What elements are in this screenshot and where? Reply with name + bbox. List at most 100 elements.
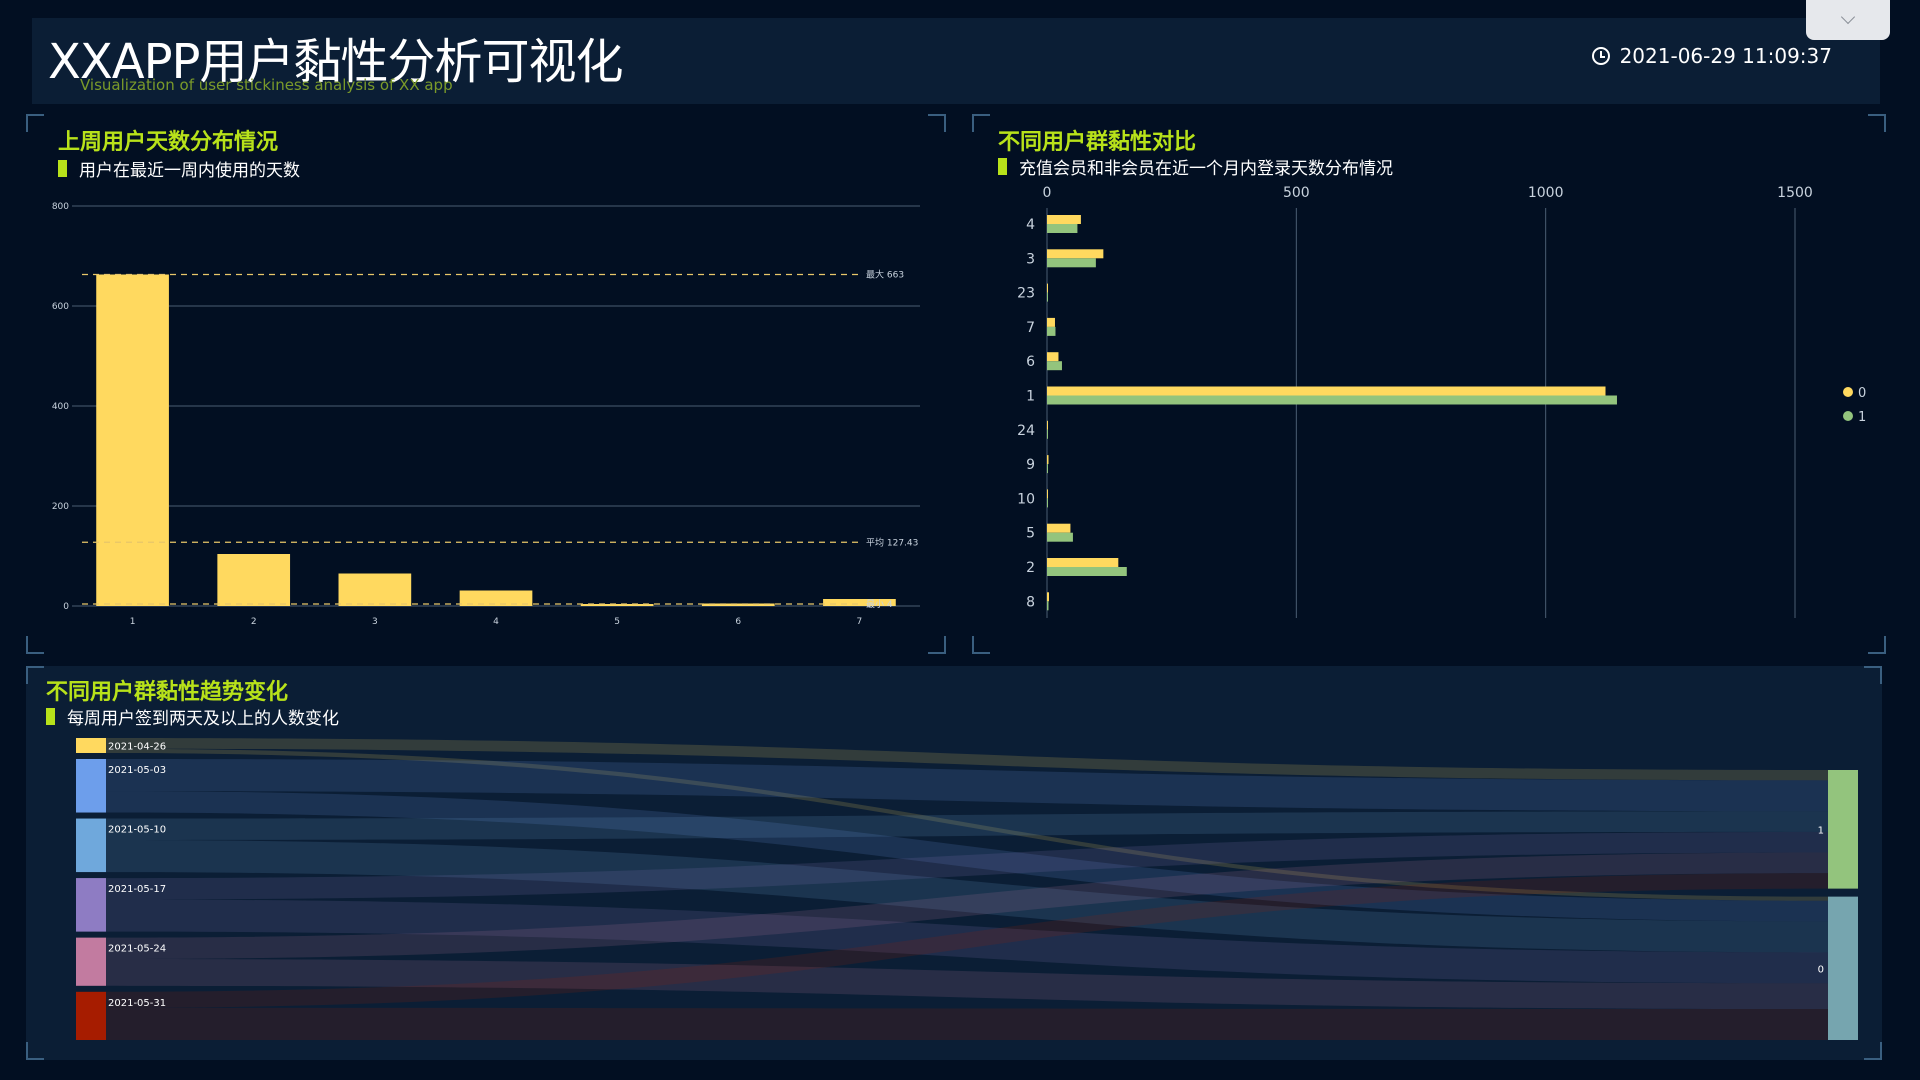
sankey-node-label: 0	[1818, 964, 1824, 975]
member-hbar-chart: 0 500 1000 1500 4 3 23 7 6 1 24 9 10 5 2 8 0 1	[1017, 185, 1866, 618]
sankey-node	[1828, 770, 1858, 889]
bar	[823, 599, 896, 606]
subtitle-marker	[58, 160, 67, 177]
subtitle-marker	[46, 708, 55, 725]
bar	[1047, 523, 1071, 533]
sankey-link	[106, 959, 1828, 1010]
sankey-node-label: 2021-05-17	[108, 884, 166, 895]
panel-member-compare: 不同用户群黏性对比 充值会员和非会员在近一个月内登录天数分布情况 0 500 100…	[972, 114, 1886, 654]
sankey-node-label: 2021-05-10	[108, 825, 166, 836]
bar	[1047, 326, 1056, 336]
panel-corner	[1868, 114, 1886, 132]
x-tick-label: 6	[735, 617, 741, 627]
panel-corner	[26, 114, 44, 132]
bar	[1047, 249, 1104, 259]
panel-corner	[972, 636, 990, 654]
panel-subtitle: 用户在最近一周内使用的天数	[58, 156, 300, 181]
dropdown-toggle-button[interactable]	[1806, 0, 1890, 40]
panel-subtitle-text: 充值会员和非会员在近一个月内登录天数分布情况	[1019, 159, 1393, 179]
bar	[701, 603, 775, 606]
y-tick-label: 8	[1026, 594, 1035, 610]
y-tick-label: 600	[52, 302, 69, 312]
bar	[1047, 352, 1059, 362]
sankey-node	[76, 937, 106, 986]
bar	[1047, 283, 1048, 293]
max-line-label: 最大 663	[866, 269, 904, 281]
bar	[1047, 464, 1048, 474]
sankey-link	[106, 899, 1828, 984]
y-tick-label: 0	[63, 602, 69, 612]
y-tick-label: 6	[1026, 354, 1035, 370]
bar	[1047, 292, 1048, 302]
panel-subtitle: 充值会员和非会员在近一个月内登录天数分布情况	[998, 154, 1393, 179]
bar	[96, 274, 169, 606]
bar	[1047, 386, 1606, 396]
bar	[1047, 532, 1073, 542]
y-tick-label: 4	[1026, 217, 1035, 233]
bar	[580, 604, 654, 606]
bar	[1047, 498, 1048, 508]
panel-title: 不同用户群黏性趋势变化	[46, 680, 289, 705]
bar	[217, 554, 291, 606]
sankey-link	[106, 791, 1828, 922]
legend-label: 0	[1858, 386, 1866, 401]
x-tick-label: 7	[857, 617, 863, 627]
page-title: XXAPP用户黏性分析可视化	[48, 34, 623, 90]
bar	[1047, 420, 1048, 430]
sankey-node-label: 2021-05-31	[108, 998, 166, 1009]
x-tick-label: 1500	[1777, 185, 1813, 201]
y-tick-label: 24	[1017, 423, 1035, 439]
y-tick-label: 9	[1026, 457, 1035, 473]
panel-corner	[1868, 636, 1886, 654]
trend-sankey-chart: 2021-04-26 2021-05-03 2021-05-10 2021-05-17…	[76, 738, 1858, 1040]
bar	[1047, 601, 1049, 611]
datetime-text: 2021-06-29 11:09:37	[1619, 44, 1832, 68]
bar	[1047, 455, 1049, 465]
panel-subtitle: 每周用户签到两天及以上的人数变化	[46, 704, 339, 729]
sankey-link	[106, 839, 1828, 953]
datetime-display: 2021-06-29 11:09:37	[1591, 44, 1832, 68]
bar	[1047, 361, 1062, 371]
bar	[1047, 429, 1048, 439]
x-tick-label: 1	[130, 617, 136, 627]
panel-trend-sankey: 不同用户群黏性趋势变化 每周用户签到两天及以上的人数变化 2021-04-26 2…	[26, 666, 1882, 1060]
legend-marker	[1843, 387, 1853, 397]
x-tick-label: 1000	[1528, 185, 1564, 201]
sankey-link	[106, 738, 1828, 781]
panel-corner	[26, 666, 44, 684]
y-tick-label: 1	[1026, 389, 1035, 405]
average-line-label: 平均 127.43	[866, 536, 918, 548]
bar	[459, 590, 533, 606]
panel-corner	[1864, 1042, 1882, 1060]
y-tick-label: 400	[52, 402, 69, 412]
y-tick-label: 10	[1017, 491, 1035, 507]
sankey-node	[76, 738, 106, 753]
sankey-node-label: 2021-05-03	[108, 765, 166, 776]
panel-corner	[928, 636, 946, 654]
sankey-link	[106, 811, 1828, 840]
legend-marker	[1843, 411, 1853, 421]
bar	[1047, 224, 1078, 233]
sankey-node	[76, 818, 106, 873]
y-tick-label: 23	[1017, 286, 1035, 302]
y-tick-label: 800	[52, 202, 69, 212]
x-tick-label: 3	[372, 617, 378, 627]
panel-subtitle-text: 每周用户签到两天及以上的人数变化	[67, 709, 339, 729]
bar	[1047, 567, 1127, 576]
panel-corner	[26, 1042, 44, 1060]
sankey-link	[106, 831, 1828, 900]
bar	[1047, 592, 1049, 602]
panel-title: 上周用户天数分布情况	[58, 130, 279, 155]
bar	[1047, 489, 1048, 499]
x-tick-label: 5	[614, 617, 620, 627]
sankey-node-label: 1	[1818, 825, 1824, 836]
bar	[1047, 215, 1081, 224]
y-tick-label: 7	[1026, 320, 1035, 336]
subtitle-marker	[998, 158, 1007, 175]
page-subtitle: Visualization of user stickiness analysi…	[80, 76, 453, 94]
sankey-node-label: 2021-05-24	[108, 944, 166, 955]
bar	[1047, 558, 1119, 567]
x-tick-label: 4	[493, 617, 499, 627]
sankey-node-label: 2021-04-26	[108, 741, 166, 752]
sankey-link	[106, 758, 1828, 812]
